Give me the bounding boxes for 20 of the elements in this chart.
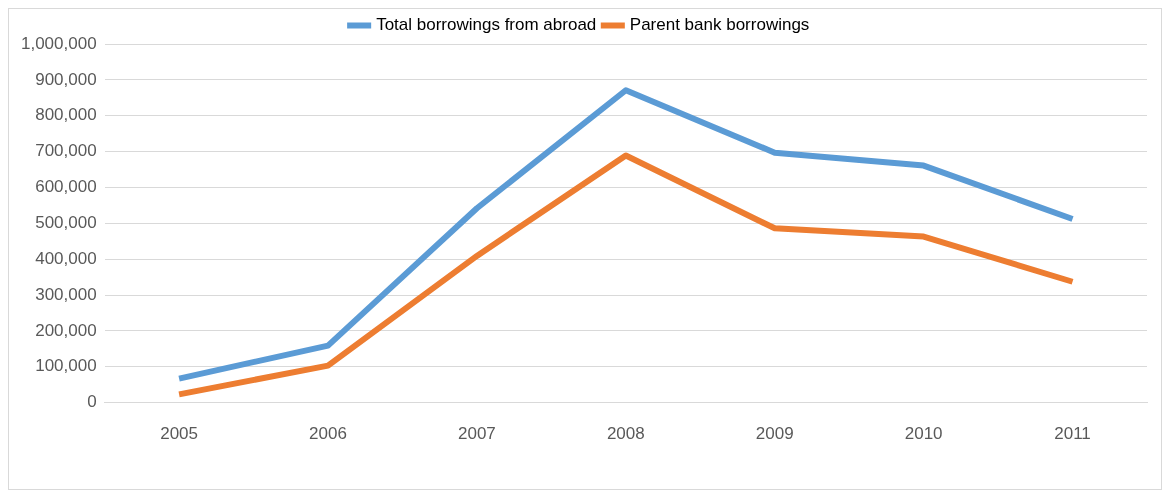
x-tick-label: 2009 <box>755 424 794 444</box>
y-tick-label: 900,000 <box>35 69 97 89</box>
y-tick-label: 1,000,000 <box>20 33 97 53</box>
legend-label: Parent bank borrowings <box>629 15 810 35</box>
y-tick-label: 100,000 <box>35 356 97 376</box>
x-tick-label: 2005 <box>160 424 198 444</box>
y-tick-label: 200,000 <box>35 320 97 340</box>
y-tick-label: 700,000 <box>35 141 97 161</box>
y-tick-label: 800,000 <box>35 105 97 125</box>
x-tick-label: 2007 <box>457 424 496 444</box>
x-tick-label: 2011 <box>1054 424 1091 444</box>
y-tick-label: 400,000 <box>35 248 97 268</box>
legend-label: Total borrowings from abroad <box>376 15 597 35</box>
y-tick-label: 600,000 <box>35 177 97 197</box>
y-tick-label: 500,000 <box>35 212 97 232</box>
y-tick-label: 300,000 <box>35 284 97 304</box>
y-tick-label: 0 <box>87 392 97 412</box>
x-tick-label: 2008 <box>606 424 645 444</box>
x-tick-label: 2006 <box>309 424 347 444</box>
x-tick-label: 2010 <box>904 424 943 444</box>
